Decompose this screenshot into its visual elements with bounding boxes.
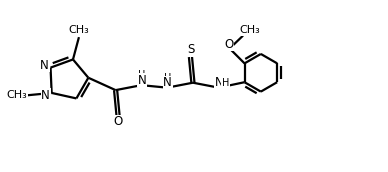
Text: H: H bbox=[138, 70, 146, 80]
Text: N: N bbox=[137, 74, 146, 87]
Text: O: O bbox=[224, 37, 233, 51]
Text: CH₃: CH₃ bbox=[7, 90, 27, 100]
Text: N: N bbox=[163, 76, 172, 89]
Text: CH₃: CH₃ bbox=[69, 25, 89, 35]
Text: N: N bbox=[215, 76, 223, 89]
Text: CH₃: CH₃ bbox=[240, 25, 260, 35]
Text: O: O bbox=[113, 115, 123, 128]
Text: H: H bbox=[164, 73, 171, 83]
Text: N: N bbox=[42, 89, 50, 102]
Text: S: S bbox=[187, 44, 194, 56]
Text: H: H bbox=[222, 78, 229, 88]
Text: N: N bbox=[40, 59, 49, 72]
